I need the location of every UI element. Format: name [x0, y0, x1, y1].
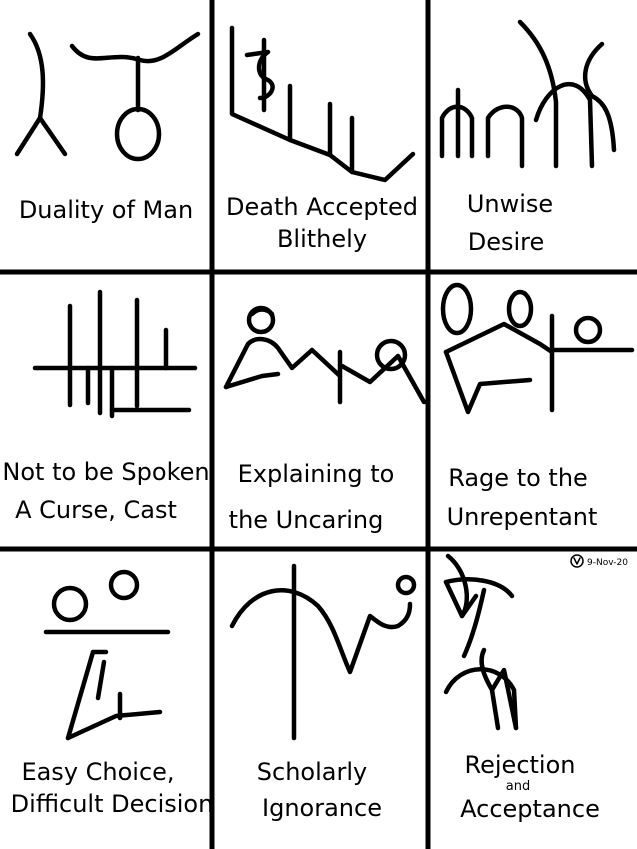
glyph-explaining [223, 305, 427, 405]
caption-death-1: Death Accepted [226, 193, 418, 221]
glyph-not-spoken [32, 289, 198, 419]
caption-unwise-2: Desire [468, 228, 545, 256]
glyph-easy-choice [43, 569, 171, 741]
artist-signature [570, 554, 584, 568]
signature-date: 9-Nov-20 [587, 558, 628, 568]
caption-easy-choice-2: Difficult Decision [11, 790, 214, 818]
caption-unwise-1: Unwise [467, 190, 553, 218]
caption-rejection-2: and [506, 779, 530, 794]
glyph-scholarly [229, 563, 417, 741]
caption-duality-1: Duality of Man [19, 196, 193, 224]
caption-easy-choice-1: Easy Choice, [21, 758, 174, 786]
glyph-death [229, 25, 416, 183]
caption-explaining-2: the Uncaring [229, 506, 384, 534]
caption-death-2: Blithely [277, 225, 367, 253]
caption-scholarly-1: Scholarly [257, 758, 367, 786]
glyph-rejection [443, 553, 519, 731]
caption-rejection-3: Acceptance [460, 795, 600, 823]
glyph-duality [14, 31, 201, 162]
caption-rage-2: Unrepentant [447, 503, 598, 531]
caption-not-spoken-2: A Curse, Cast [15, 496, 177, 524]
caption-scholarly-2: Ignorance [262, 794, 382, 822]
caption-not-spoken-1: Not to be Spoken [2, 458, 209, 486]
glyph-rage [440, 282, 635, 415]
caption-explaining-1: Explaining to [238, 460, 395, 488]
caption-rejection-1: Rejection [465, 751, 576, 779]
glyph-unwise [439, 19, 617, 169]
caption-rage-1: Rage to the [448, 464, 588, 492]
